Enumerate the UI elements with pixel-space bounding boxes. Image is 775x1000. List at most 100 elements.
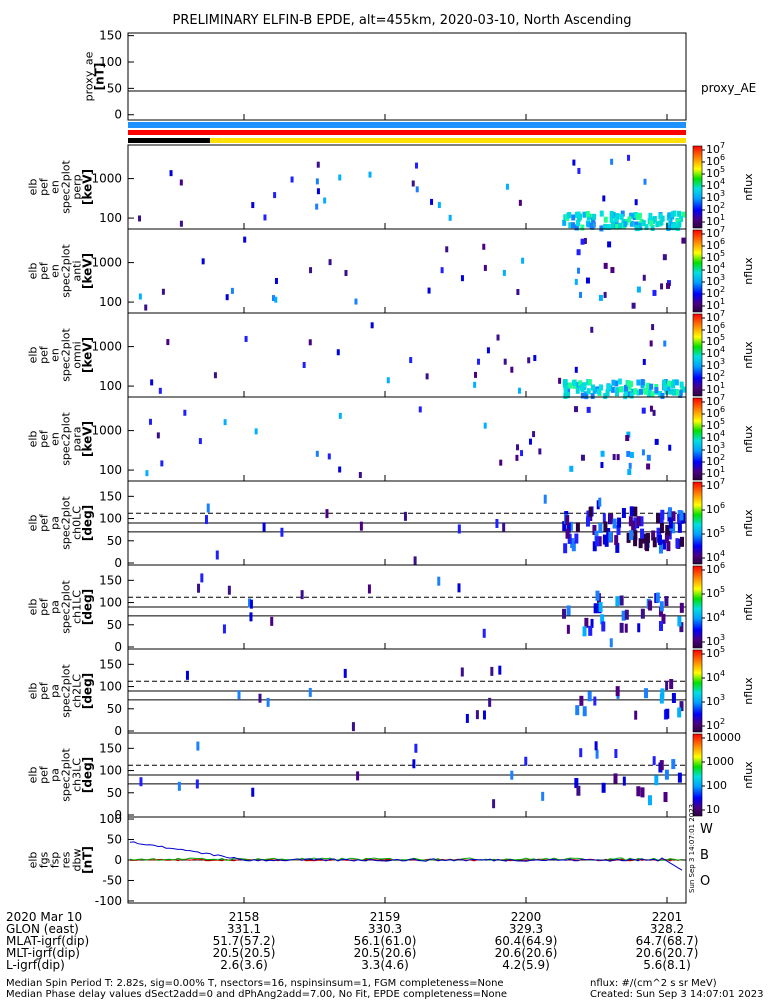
spectral-pixel: [582, 626, 587, 637]
panel-status-bars: [128, 122, 686, 143]
panel-colorbar-label: nflux: [742, 341, 755, 369]
spectral-pixel: [486, 347, 490, 354]
colorbar-tick-label: 104: [706, 609, 725, 624]
spectral-pixel: [590, 384, 595, 391]
colorbar-tick-label: 101: [706, 297, 725, 312]
spectral-pixel: [575, 387, 580, 394]
spectral-pixel: [663, 340, 667, 347]
panels: 150100500proxy_AEproxy_ae[nT]1000100elbp…: [27, 29, 757, 908]
y-axis-label-line: fgs: [38, 851, 51, 868]
spectral-pixel: [315, 178, 319, 185]
spectral-pixel: [492, 799, 496, 809]
xaxis-mlat-value: 56.1(61.0): [354, 934, 417, 948]
spectral-pixel: [251, 202, 255, 209]
y-tick-label: 100: [99, 680, 122, 694]
status-bar-yellow: [210, 138, 686, 143]
spectral-pixel: [649, 216, 654, 223]
spectral-pixel: [386, 377, 390, 384]
spectral-pixel: [587, 691, 592, 702]
spectral-pixel: [156, 432, 160, 439]
footer-line-2: Median Phase delay values dSect2add=0 an…: [6, 989, 508, 1000]
spectral-pixel: [585, 516, 590, 527]
spectral-pixel: [669, 679, 674, 690]
spectral-pixel: [566, 392, 571, 399]
spectral-pixel: [412, 759, 416, 769]
spectral-pixel: [677, 522, 682, 533]
spectral-pixel: [591, 217, 596, 224]
spectral-pixel: [592, 387, 597, 394]
y-tick-label: 100: [99, 211, 122, 225]
spectral-pixel: [543, 494, 547, 504]
row-label: GLON (east): [6, 922, 79, 936]
colorbar-tick-label: 10: [706, 803, 720, 816]
spectral-pixel: [626, 431, 631, 438]
spectral-pixel: [640, 382, 645, 389]
spectral-pixel: [646, 454, 651, 461]
spectral-pixel: [596, 388, 601, 395]
spectral-pixel: [661, 613, 666, 624]
spectral-pixel: [237, 690, 241, 700]
spectral-pixel: [574, 533, 579, 544]
spectral-pixel: [510, 366, 514, 373]
y-axis-label-line: fsp: [49, 852, 62, 869]
colorbar-tick-label: 106: [706, 321, 725, 336]
spectral-pixel: [658, 543, 663, 554]
spectral-pixel: [223, 419, 227, 426]
panel-para: 1000100elbpefenspec2plotpara[keV]1071061…: [27, 393, 755, 482]
legend-B: B: [700, 848, 709, 863]
spectral-pixel: [565, 528, 570, 539]
spectral-pixel: [503, 358, 507, 365]
panel-colorbar-label: nflux: [742, 509, 755, 537]
spectral-pixel: [667, 212, 672, 219]
spectral-pixel: [483, 264, 487, 271]
spectral-pixel: [645, 541, 650, 552]
colorbar-tick-label: 101: [706, 465, 725, 480]
spectral-pixel: [617, 517, 622, 528]
spectral-pixel: [677, 210, 682, 217]
spectral-pixel: [587, 379, 592, 386]
spectral-pixel: [601, 621, 606, 632]
spectral-pixel: [606, 528, 611, 539]
spectral-pixel: [635, 225, 640, 232]
y-tick-label: 1000: [91, 256, 122, 270]
y-tick-label: 50: [107, 702, 122, 716]
spectral-pixel: [671, 692, 676, 703]
spectral-pixel: [574, 778, 579, 789]
y-axis-label-line: elb: [27, 599, 40, 616]
y-axis-label-line: elb: [27, 179, 40, 196]
spectral-pixel: [161, 288, 165, 295]
figure-title: PRELIMINARY ELFIN-B EPDE, alt=455km, 202…: [173, 13, 632, 28]
y-axis-label-line: pef: [38, 429, 51, 448]
spectral-pixel: [633, 506, 638, 517]
spectral-pixel: [614, 216, 619, 223]
spectral-pixel: [608, 531, 613, 542]
spectral-pixel: [655, 221, 660, 228]
panel-perp: 1000100elbpefenspec2plotperp[keV]1071061…: [27, 141, 755, 232]
spectral-pixel: [566, 522, 571, 533]
spectral-pixel: [655, 592, 660, 603]
y-tick-label: 150: [99, 573, 122, 587]
spectral-pixel: [532, 431, 536, 438]
spectral-pixel: [574, 278, 578, 285]
spectral-pixel: [666, 541, 671, 552]
spectral-pixel: [627, 469, 632, 476]
spectral-pixel: [418, 406, 422, 413]
spectral-pixel: [577, 215, 582, 222]
spectral-pixel: [315, 450, 319, 457]
spectral-pixel: [609, 513, 614, 524]
spectral-pixel: [510, 770, 514, 780]
panel-frame: [127, 396, 687, 482]
spectral-pixel: [590, 618, 594, 628]
spectral-pixel: [629, 220, 634, 227]
y-tick-label: -100: [95, 894, 122, 908]
spectral-pixel: [200, 573, 204, 583]
y-tick-label: 1000: [91, 340, 122, 354]
spectral-pixel: [679, 381, 684, 388]
spectral-pixel: [679, 510, 684, 521]
colorbar-label-text: nflux: [742, 341, 755, 369]
status-bar-red: [128, 130, 686, 135]
colorbar-tick-label: 104: [706, 261, 725, 276]
